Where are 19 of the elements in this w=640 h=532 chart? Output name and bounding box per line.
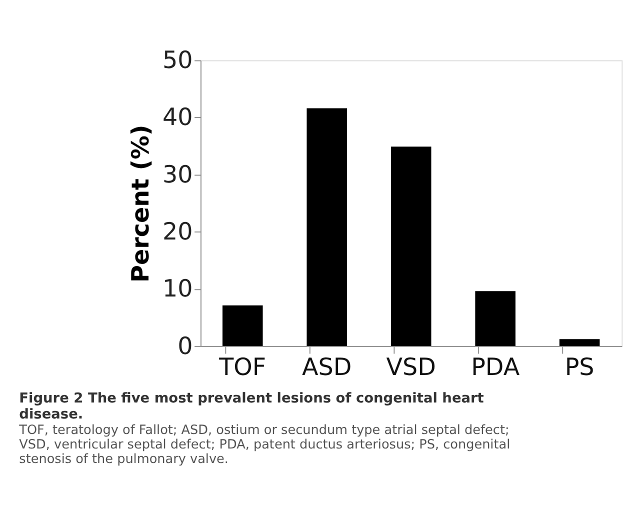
x-tick-label: ASD xyxy=(302,352,352,381)
bar xyxy=(222,305,263,346)
text: TOF, teratology of Fallot; ASD, ostium or secundum type atrial septal defect; VSD, ventricular septal defect; PDA, patent ductus arteriosus; PS, congenital stenosis of the pulmonary valve. xyxy=(18,422,510,468)
bar xyxy=(306,108,348,346)
y-tick-label: 0 xyxy=(178,332,193,360)
bar xyxy=(559,339,600,346)
y-tick-label: 40 xyxy=(162,103,193,132)
y-tick-label: 10 xyxy=(162,274,193,303)
x-tick-label: PS xyxy=(564,352,594,381)
x-tick-label: VSD xyxy=(386,352,436,381)
bar xyxy=(390,146,432,346)
bar xyxy=(475,291,516,346)
text: Figure 2 The five most prevalent lesions of congenital heart disease. xyxy=(19,390,484,422)
x-tick-label: PDA xyxy=(471,352,520,381)
y-tick-label: 20 xyxy=(162,217,193,246)
x-tick-label: TOF xyxy=(218,352,266,381)
y-tick-label: 30 xyxy=(162,160,193,188)
y-tick-label: 50 xyxy=(162,46,193,74)
y-axis-title: Percent (%) xyxy=(126,124,155,282)
